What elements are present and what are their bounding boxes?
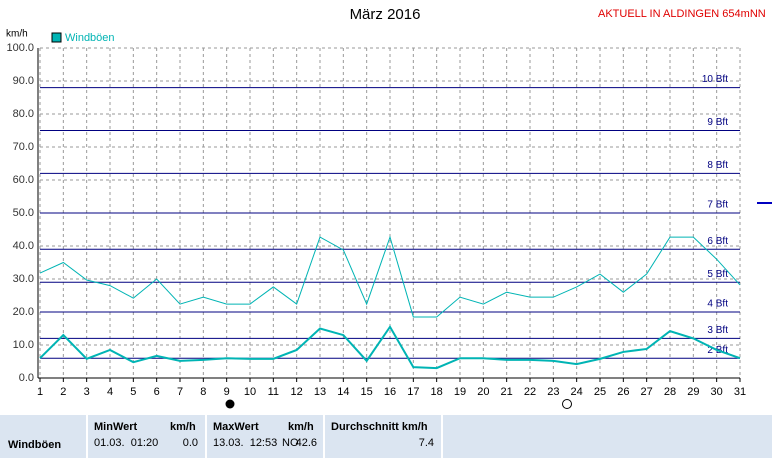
x-tick-label: 31 (734, 386, 746, 398)
bft-label: 9 Bft (707, 117, 728, 128)
stats-table: MinWert km/h MaxWert km/h Durchschnitt k… (0, 415, 772, 458)
y-tick-label: 0.0 (19, 372, 34, 384)
bft-label: 4 Bft (707, 299, 728, 310)
cell: 42.6 (295, 437, 317, 449)
x-tick-label: 21 (501, 386, 513, 398)
x-tick-label: 6 (154, 386, 160, 398)
x-tick-label: 17 (407, 386, 419, 398)
x-tick-label: 25 (594, 386, 606, 398)
separator (323, 415, 325, 458)
x-tick-label: 1 (37, 386, 43, 398)
y-tick-label: 20.0 (13, 306, 34, 318)
header: km/h (288, 421, 314, 433)
x-tick-label: 27 (641, 386, 653, 398)
bft-label: 3 Bft (707, 325, 728, 336)
header: Durchschnitt km/h (331, 421, 428, 433)
legend-label: Windböen (65, 32, 115, 44)
y-tick-label: 80.0 (13, 108, 34, 120)
legend-swatch (51, 32, 62, 43)
bft-label: 10 Bft (702, 74, 728, 85)
chart-title: März 2016 (350, 6, 421, 23)
subtitle: AKTUELL IN ALDINGEN 654mNN (598, 8, 766, 20)
x-tick-label: 23 (547, 386, 559, 398)
x-tick-label: 3 (84, 386, 90, 398)
y-tick-label: 10.0 (13, 339, 34, 351)
x-tick-label: 22 (524, 386, 536, 398)
x-tick-label: 19 (454, 386, 466, 398)
y-tick-label: 90.0 (13, 75, 34, 87)
y-tick-label: 30.0 (13, 273, 34, 285)
cell: NO (282, 437, 299, 449)
header: MinWert (94, 421, 138, 433)
x-tick-label: 2 (60, 386, 66, 398)
x-tick-label: 8 (200, 386, 206, 398)
chart: März 2016 AKTUELL IN ALDINGEN 654mNN km/… (6, 6, 772, 409)
x-tick-label: 15 (361, 386, 373, 398)
row-label: Windböen (8, 439, 62, 451)
moon-new (225, 399, 235, 409)
x-tick-label: 24 (571, 386, 583, 398)
bft-label: 8 Bft (707, 160, 728, 171)
y-tick-label: 50.0 (13, 207, 34, 219)
header: MaxWert (213, 421, 259, 433)
x-tick-label: 7 (177, 386, 183, 398)
cell: 13.03. 12:53 (213, 437, 278, 449)
x-tick-label: 28 (664, 386, 676, 398)
separator (86, 415, 88, 458)
y-tick-label: 100.0 (6, 42, 34, 54)
x-tick-label: 12 (291, 386, 303, 398)
x-tick-label: 10 (244, 386, 256, 398)
cell: 0.0 (182, 437, 198, 449)
x-tick-label: 16 (384, 386, 396, 398)
separator (441, 415, 443, 458)
x-tick-label: 30 (711, 386, 723, 398)
x-tick-label: 26 (617, 386, 629, 398)
x-tick-label: 13 (314, 386, 326, 398)
x-tick-label: 14 (337, 386, 349, 398)
x-tick-label: 18 (431, 386, 443, 398)
x-tick-label: 20 (477, 386, 489, 398)
y-tick-label: 70.0 (13, 141, 34, 153)
x-tick-label: 11 (268, 386, 279, 398)
bft-label: 7 Bft (707, 200, 728, 211)
cell: 01.03. 01:20 (94, 437, 159, 449)
separator (205, 415, 207, 458)
series-line (39, 324, 741, 370)
x-tick-label: 9 (224, 386, 230, 398)
cell: 7.4 (418, 437, 434, 449)
bft-label: 5 Bft (707, 269, 728, 280)
x-tick-label: 4 (107, 386, 113, 398)
y-tick-label: 40.0 (13, 240, 34, 252)
header: km/h (170, 421, 196, 433)
moon-full (562, 399, 572, 409)
series-line (39, 235, 741, 318)
plot: 0.0 10.0 20.0 30.0 40.0 50.0 60.0 70.0 80.0 90.0 1… (6, 32, 746, 398)
y-axis-label: km/h (6, 29, 28, 40)
y-tick-label: 60.0 (13, 174, 34, 186)
x-tick-label: 29 (687, 386, 699, 398)
x-tick-label: 5 (130, 386, 136, 398)
bft-label: 6 Bft (707, 236, 728, 247)
